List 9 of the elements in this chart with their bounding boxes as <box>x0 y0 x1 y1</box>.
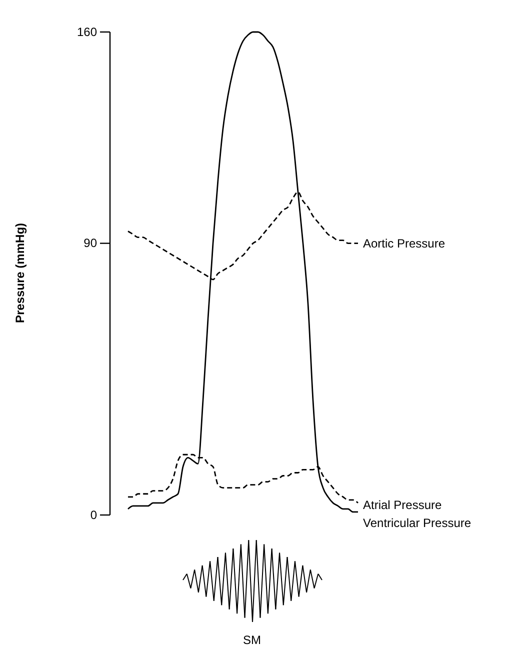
y-tick-label: 160 <box>76 24 98 39</box>
text: SM <box>243 633 262 647</box>
y-tick-label: 0 <box>90 508 98 522</box>
series-label: Ventricular Pressure <box>363 516 472 530</box>
y-tick-label: 90 <box>84 236 98 250</box>
y-axis-title: Pressure (mmHg) <box>13 222 27 324</box>
line-series <box>127 31 359 513</box>
series-label: Atrial Pressure <box>363 498 442 512</box>
series-label: Aortic Pressure <box>363 236 446 251</box>
